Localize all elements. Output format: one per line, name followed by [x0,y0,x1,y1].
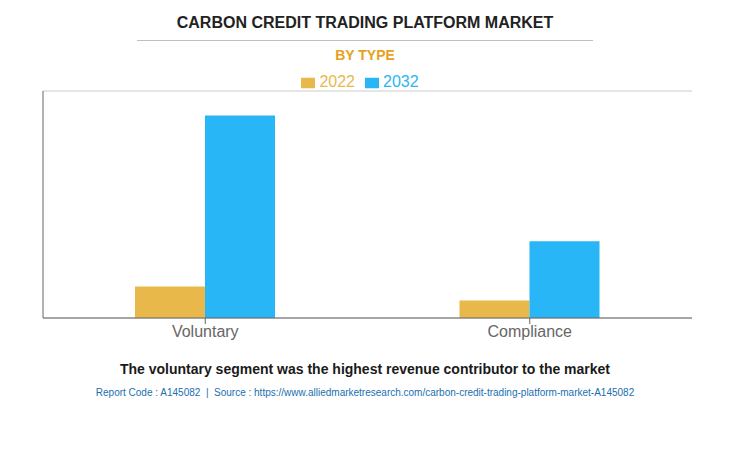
html-text:BY TYPE: BY TYPE [335,47,395,63]
html-text:2022: 2022 [319,73,355,90]
html-text:2032: 2032 [383,73,419,90]
html-text:The voluntary segment was the: The voluntary segment was the highest re… [119,361,610,377]
html-text:Report Code : A145082 | Source: Report Code : A145082 | Source : https:/… [95,387,635,398]
svg-text:Voluntary: Voluntary [172,323,239,340]
svg-text:Compliance: Compliance [488,323,573,340]
html-text:CARBON CREDIT TRADING PLATFORM: CARBON CREDIT TRADING PLATFORM MARKET [176,14,554,31]
